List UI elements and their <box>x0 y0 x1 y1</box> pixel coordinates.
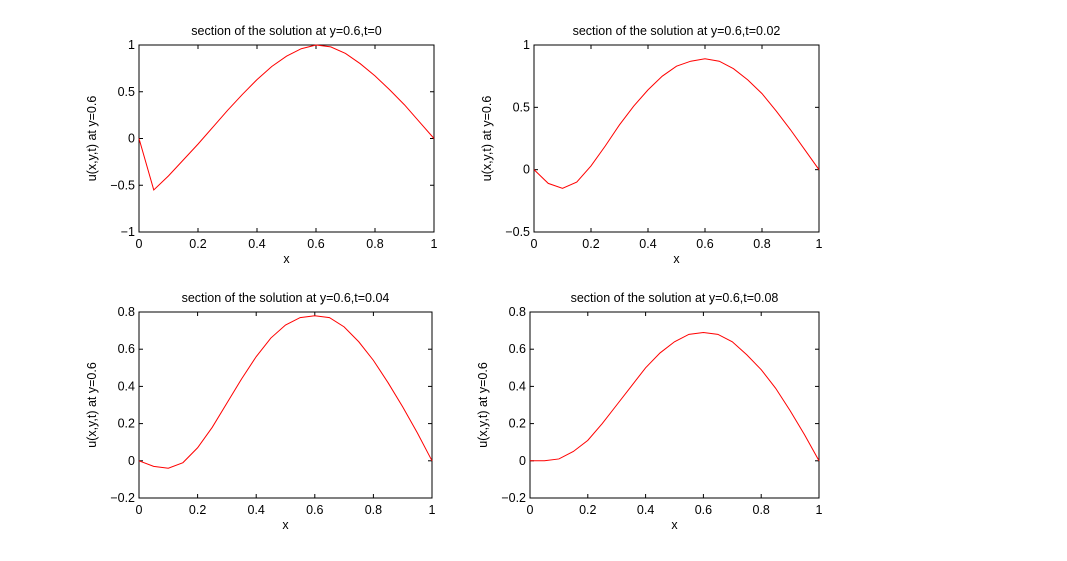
y-tick-label: −0.2 <box>110 491 135 505</box>
y-axis-label: u(x,y,t) at y=0.6 <box>85 96 99 182</box>
x-tick-label: 1 <box>429 503 436 517</box>
chart-title: section of the solution at y=0.6,t=0.02 <box>573 24 781 38</box>
y-axis-label: u(x,y,t) at y=0.6 <box>480 96 494 182</box>
y-axis-label: u(x,y,t) at y=0.6 <box>476 362 490 448</box>
series-line <box>138 44 435 191</box>
x-tick-label: 0.6 <box>695 503 712 517</box>
x-tick-label: 0.8 <box>365 503 382 517</box>
x-tick-label: 0.6 <box>306 503 323 517</box>
x-tick-label: 0.2 <box>189 503 206 517</box>
y-tick-label: −0.2 <box>501 491 526 505</box>
x-axis-label: x <box>282 518 289 532</box>
axes-frame <box>529 311 820 499</box>
x-tick-label: 0.4 <box>639 237 656 251</box>
x-tick-label: 0.8 <box>366 237 383 251</box>
x-tick-label: 1 <box>431 237 438 251</box>
y-tick-label: 0.2 <box>118 417 135 431</box>
chart-title: section of the solution at y=0.6,t=0 <box>191 24 381 38</box>
x-tick-label: 1 <box>816 503 823 517</box>
subplot-t0: 0 0.2 0.4 0.6 0.8 1 −1 −0.5 0 0.5 1 section of the … <box>85 24 438 266</box>
axes-frame <box>533 44 820 233</box>
y-tick-label: 1 <box>523 38 530 52</box>
series-line <box>138 315 433 469</box>
y-tick-label: 0.5 <box>513 100 530 114</box>
series-line <box>533 58 820 189</box>
y-tick-label: 0.6 <box>118 342 135 356</box>
y-axis-label: u(x,y,t) at y=0.6 <box>85 362 99 448</box>
y-tick-label: 0 <box>519 454 526 468</box>
x-tick-label: 0.2 <box>189 237 206 251</box>
x-tick-label: 0.4 <box>248 503 265 517</box>
y-tick-label: 0.4 <box>509 379 526 393</box>
chart-title: section of the solution at y=0.6,t=0.08 <box>571 291 779 305</box>
y-tick-label: −0.5 <box>505 225 530 239</box>
y-tick-label: 0 <box>128 132 135 146</box>
x-tick-label: 0.2 <box>579 503 596 517</box>
y-tick-label: 0.6 <box>509 342 526 356</box>
y-tick-label: 0.8 <box>509 305 526 319</box>
x-tick-label: 0.6 <box>696 237 713 251</box>
y-tick-label: 0 <box>128 454 135 468</box>
x-axis-label: x <box>673 252 680 266</box>
x-tick-label: 0 <box>136 503 143 517</box>
y-tick-label: −1 <box>121 225 135 239</box>
x-axis-label: x <box>671 518 678 532</box>
x-tick-label: 0.2 <box>582 237 599 251</box>
series-line <box>530 331 820 462</box>
x-tick-label: 0.8 <box>753 237 770 251</box>
x-tick-label: 0.6 <box>307 237 324 251</box>
chart-title: section of the solution at y=0.6,t=0.04 <box>182 291 390 305</box>
y-tick-label: 0.8 <box>118 305 135 319</box>
x-axis-label: x <box>283 252 290 266</box>
x-tick-label: 0 <box>136 237 143 251</box>
x-tick-label: 1 <box>816 237 823 251</box>
y-tick-label: 0.2 <box>509 417 526 431</box>
x-tick-label: 0 <box>531 237 538 251</box>
axes-frame <box>138 311 433 499</box>
axes-frame <box>138 44 435 233</box>
y-tick-label: 1 <box>128 38 135 52</box>
x-tick-label: 0.4 <box>248 237 265 251</box>
y-tick-label: 0 <box>523 163 530 177</box>
x-tick-label: 0.4 <box>637 503 654 517</box>
y-tick-label: 0.5 <box>118 85 135 99</box>
x-tick-label: 0 <box>527 503 534 517</box>
y-tick-label: −0.5 <box>110 178 135 192</box>
y-tick-label: 0.4 <box>118 379 135 393</box>
x-tick-label: 0.8 <box>753 503 770 517</box>
